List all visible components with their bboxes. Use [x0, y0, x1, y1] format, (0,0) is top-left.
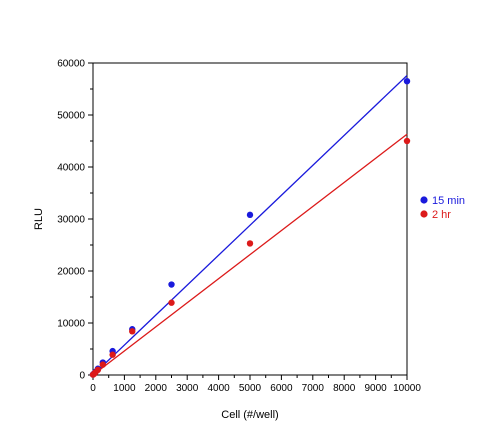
- fit-lines: [92, 75, 408, 376]
- x-tick-label: 1000: [113, 383, 136, 394]
- x-tick-label: 3000: [176, 383, 199, 394]
- data-point: [168, 299, 175, 306]
- x-tick-label: 10000: [393, 383, 421, 394]
- legend-marker: [420, 210, 428, 218]
- data-point: [99, 361, 107, 368]
- x-axis-title: Cell (#/well): [221, 409, 278, 421]
- y-tick-label: 60000: [57, 59, 85, 70]
- legend-label: 2 hr: [432, 209, 451, 221]
- data-points: [89, 78, 411, 378]
- y-tick-label: 20000: [57, 267, 85, 278]
- x-tick-label: 5000: [239, 383, 262, 394]
- y-tick-label: 50000: [57, 111, 85, 122]
- x-tick-label: 6000: [270, 383, 293, 394]
- y-tick-label: 40000: [57, 163, 85, 174]
- data-point: [168, 281, 175, 288]
- legend-label: 15 min: [432, 195, 465, 207]
- y-tick-label: 30000: [57, 215, 85, 226]
- x-tick-label: 4000: [207, 383, 230, 394]
- data-point: [403, 137, 411, 145]
- y-axis-title: RLU: [33, 208, 45, 230]
- x-tick-label: 8000: [333, 383, 356, 394]
- data-point: [129, 328, 136, 335]
- data-point: [246, 211, 254, 219]
- legend: 15 min 2 hr: [420, 195, 465, 221]
- y-tick-label: 10000: [57, 319, 85, 330]
- fit-line: [92, 75, 408, 376]
- x-axis: 0 1000 2000 3000 4000 5000 6000 7000 8000 9000 100…: [90, 375, 421, 394]
- x-tick-label: 0: [90, 383, 96, 394]
- x-tick-label: 2000: [145, 383, 168, 394]
- data-point: [109, 351, 116, 358]
- data-point: [403, 78, 411, 85]
- plot-area: [92, 62, 408, 376]
- fit-line: [92, 133, 408, 376]
- y-axis: 0 10000 20000 30000 40000 50000 60000: [57, 59, 93, 382]
- x-tick-label: 7000: [302, 383, 325, 394]
- y-tick-label: 0: [79, 371, 85, 382]
- plot-frame: [92, 62, 408, 376]
- x-tick-label: 9000: [364, 383, 387, 394]
- legend-marker: [420, 196, 428, 204]
- data-point: [246, 240, 254, 247]
- data-point: [94, 366, 102, 373]
